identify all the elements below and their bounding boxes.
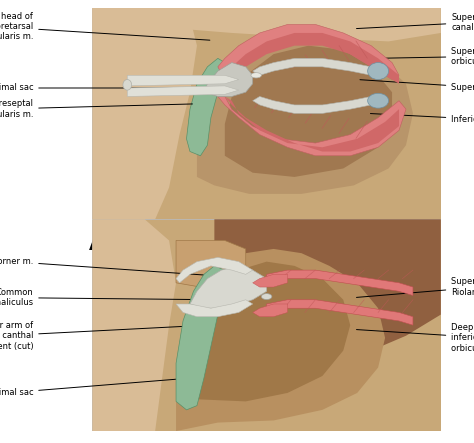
FancyBboxPatch shape xyxy=(92,219,441,431)
Polygon shape xyxy=(204,62,253,97)
Text: Deep head of
inferior pretarsal
orbicularis m.: Deep head of inferior pretarsal orbicula… xyxy=(356,323,474,353)
Polygon shape xyxy=(197,262,350,401)
Polygon shape xyxy=(176,266,225,410)
Ellipse shape xyxy=(368,62,389,80)
Polygon shape xyxy=(127,75,239,86)
Polygon shape xyxy=(225,97,399,152)
Polygon shape xyxy=(225,33,399,84)
Polygon shape xyxy=(92,8,441,41)
Polygon shape xyxy=(218,24,399,80)
Polygon shape xyxy=(253,97,378,113)
Polygon shape xyxy=(190,266,266,308)
Polygon shape xyxy=(176,241,246,291)
Polygon shape xyxy=(266,300,413,325)
Text: Superior ampulla: Superior ampulla xyxy=(360,80,474,93)
Polygon shape xyxy=(225,46,392,177)
Ellipse shape xyxy=(261,294,272,299)
Polygon shape xyxy=(218,97,406,156)
Polygon shape xyxy=(253,58,378,75)
Polygon shape xyxy=(176,249,385,431)
Polygon shape xyxy=(176,300,253,317)
Polygon shape xyxy=(127,86,239,97)
Polygon shape xyxy=(266,270,413,295)
Text: Superior pretarsal
orbicularis muscle: Superior pretarsal orbicularis muscle xyxy=(377,47,474,66)
Text: Deep head of
superior pretarsal
orbicularis m.: Deep head of superior pretarsal orbicula… xyxy=(0,12,210,42)
Ellipse shape xyxy=(368,93,389,108)
Polygon shape xyxy=(197,33,413,194)
Text: Horner m.: Horner m. xyxy=(0,257,222,276)
Polygon shape xyxy=(176,257,253,283)
Text: Superior m. of
Riolan: Superior m. of Riolan xyxy=(356,277,474,297)
Ellipse shape xyxy=(123,80,132,90)
Polygon shape xyxy=(186,58,225,156)
Polygon shape xyxy=(253,304,288,317)
Polygon shape xyxy=(92,8,197,219)
Polygon shape xyxy=(214,219,441,357)
Text: Lacrimal sac: Lacrimal sac xyxy=(0,378,187,397)
Polygon shape xyxy=(253,274,288,287)
Text: Inferior preseptal
orbicularis m.: Inferior preseptal orbicularis m. xyxy=(0,100,192,119)
FancyBboxPatch shape xyxy=(92,8,441,219)
Ellipse shape xyxy=(251,73,261,78)
Text: Common
canaliculus: Common canaliculus xyxy=(0,288,215,307)
Polygon shape xyxy=(92,219,176,431)
Text: Inferior canaliculus: Inferior canaliculus xyxy=(371,113,474,124)
Text: Superior
canaliculus: Superior canaliculus xyxy=(356,13,474,32)
Text: A: A xyxy=(89,236,103,254)
Text: Anterior arm of
medial canthal
ligament (cut): Anterior arm of medial canthal ligament … xyxy=(0,321,205,351)
Text: Lacrimal sac: Lacrimal sac xyxy=(0,83,192,93)
